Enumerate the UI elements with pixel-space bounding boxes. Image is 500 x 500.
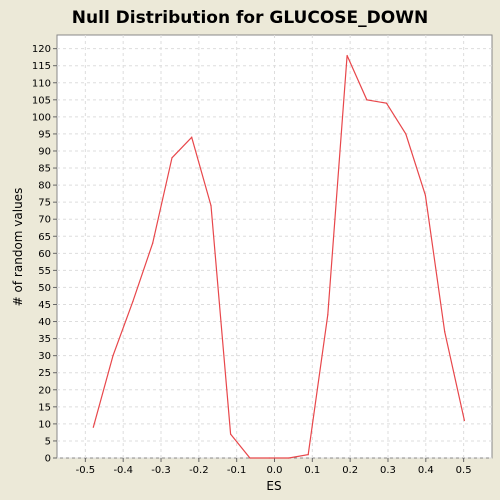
y-tick-label: 65	[38, 232, 51, 243]
x-axis-label: ES	[266, 479, 281, 493]
data-point	[444, 331, 446, 333]
data-point	[346, 54, 348, 57]
data-point	[112, 355, 114, 357]
y-tick-label: 55	[38, 266, 51, 277]
y-tick-label: 75	[38, 198, 51, 209]
data-point	[191, 136, 193, 138]
y-tick-label: 45	[38, 300, 51, 311]
axes: 0 5 10 15 20 25 30 35 40 45 50 55 60 65 70 75 80 85 90 95 10…	[32, 44, 472, 476]
y-tick-label: 50	[38, 283, 51, 294]
y-tick-label: 80	[38, 181, 51, 192]
x-tick-label: -0.2	[189, 465, 209, 476]
y-tick-label: 5	[45, 436, 51, 447]
y-tick-label: 100	[32, 112, 51, 123]
y-axis-label: # of random values	[11, 188, 25, 307]
y-tick-label: 15	[38, 402, 51, 413]
y-tick-label: 60	[38, 249, 51, 260]
y-tick-label: 85	[38, 164, 51, 175]
x-tick-label: 0.3	[380, 465, 396, 476]
data-point	[288, 457, 290, 459]
y-tick-label: 110	[32, 78, 51, 89]
data-point	[210, 204, 212, 207]
data-point	[463, 419, 465, 422]
y-tick-label: 25	[38, 368, 51, 379]
series-line	[92, 55, 465, 459]
x-tick-label: 0.0	[267, 465, 283, 476]
y-tick-label: 10	[38, 419, 51, 430]
y-tick-label: 30	[38, 351, 51, 362]
grid-lines	[57, 35, 492, 459]
data-point	[249, 457, 251, 459]
data-point	[152, 242, 154, 244]
data-point	[366, 99, 368, 101]
y-tick-label: 90	[38, 146, 51, 157]
y-tick-label: 95	[38, 129, 51, 140]
x-tick-label: 0.2	[342, 465, 358, 476]
x-tick-label: 0.1	[304, 465, 320, 476]
x-tick-label: -0.3	[151, 465, 171, 476]
data-point	[132, 300, 134, 302]
y-tick-label: 20	[38, 385, 51, 396]
y-tick-label: 40	[38, 317, 51, 328]
y-tick-label: 115	[32, 61, 51, 72]
x-tick-label: 0.4	[418, 465, 434, 476]
data-point	[171, 157, 173, 159]
data-point	[385, 102, 388, 104]
series-layer	[92, 54, 465, 459]
x-tick-label: -0.4	[113, 465, 133, 476]
data-point	[230, 433, 232, 435]
x-tick-label: -0.5	[76, 465, 96, 476]
data-point	[424, 194, 427, 196]
data-point	[307, 453, 309, 456]
data-point	[268, 457, 270, 459]
y-tick-label: 0	[45, 454, 51, 465]
data-point	[405, 133, 407, 135]
data-point	[92, 426, 94, 428]
data-point	[327, 314, 329, 316]
y-tick-label: 35	[38, 334, 51, 345]
y-tick-label: 70	[38, 215, 51, 226]
x-tick-label: -0.1	[227, 465, 247, 476]
y-tick-label: 120	[32, 44, 51, 55]
y-tick-label: 105	[32, 95, 51, 106]
chart-title: Null Distribution for GLUCOSE_DOWN	[72, 8, 428, 28]
x-tick-label: 0.5	[456, 465, 472, 476]
